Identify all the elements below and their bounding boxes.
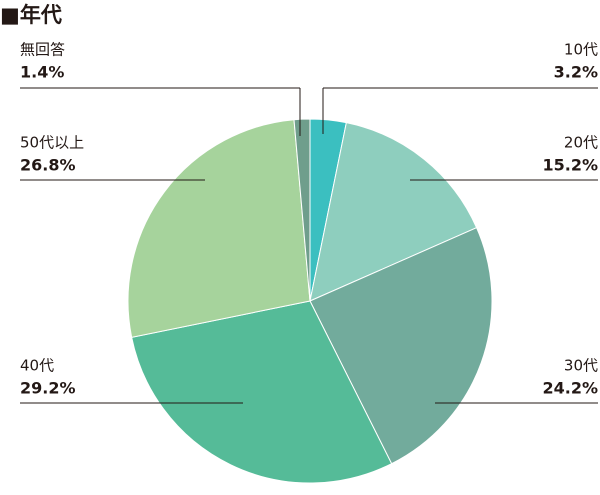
slice-value-label: 15.2% [542,156,598,175]
slice-value-label: 24.2% [542,379,598,398]
slice-value-label: 3.2% [554,63,598,82]
slice-label: 40代 [20,357,54,375]
slice-label: 50代以上 [20,134,84,152]
slice-value-label: 29.2% [20,379,76,398]
pie-slice [127,119,311,338]
slice-label: 20代 [564,134,598,152]
pie-slice [293,118,311,302]
pie-slice [309,122,478,302]
slice-label: 無回答 [20,41,65,59]
pie-slice [131,300,393,484]
slice-value-label: 26.8% [20,156,76,175]
slice-value-label: 1.4% [20,63,64,82]
slice-label: 10代 [564,41,598,59]
slice-label: 30代 [564,357,598,375]
pie-slice [309,227,493,465]
chart-title: ■年代 [0,3,62,27]
